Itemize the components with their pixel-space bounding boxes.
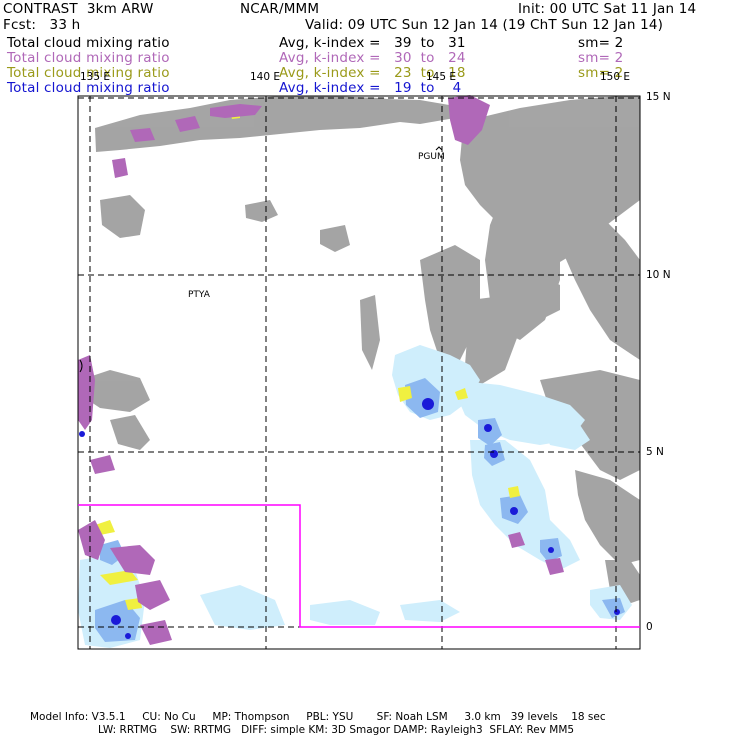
- model-info-line1: Model Info: V3.5.1 CU: No Cu MP: Thompso…: [30, 711, 606, 723]
- lon-label-135e: 135 E: [80, 71, 111, 83]
- island-outline: [79, 146, 443, 373]
- field-name-1: Total cloud mixing ratio: [7, 35, 170, 51]
- field-name-2: Total cloud mixing ratio: [7, 50, 170, 66]
- lat-label-5n: 5 N: [646, 446, 664, 458]
- forecast-hour: Fcst: 33 h: [3, 17, 81, 33]
- valid-time: Valid: 09 UTC Sun 12 Jan 14 (19 ChT Sun …: [305, 17, 664, 33]
- center-label: NCAR/MMM: [240, 1, 320, 17]
- lat-label-0: 0: [646, 621, 653, 633]
- lon-label-140e: 140 E: [250, 71, 281, 83]
- model-info-line2: LW: RRTMG SW: RRTMG DIFF: simple KM: 3D …: [98, 724, 575, 736]
- field-sm-1: sm= 2: [578, 35, 624, 51]
- station-ptya: PTYA: [188, 290, 210, 300]
- field-sm-3: sm= 2: [578, 65, 624, 81]
- field-range-1: Avg, k-index = 39 to 31: [279, 35, 466, 51]
- init-time: Init: 00 UTC Sat 11 Jan 14: [518, 1, 697, 17]
- yellow-cloud-layer: [95, 110, 520, 610]
- lon-label-150e: 150 E: [600, 71, 631, 83]
- field-range-3: Avg, k-index = 23 to 18: [279, 65, 466, 81]
- field-name-4: Total cloud mixing ratio: [7, 80, 170, 96]
- product-title: CONTRAST 3km ARW: [3, 1, 154, 17]
- nested-domain-box: [78, 504, 640, 628]
- gray-cloud-layer: [80, 96, 640, 605]
- station-pgum: PGUM: [418, 152, 445, 162]
- field-range-4: Avg, k-index = 19 to 4: [279, 80, 462, 96]
- field-name-3: Total cloud mixing ratio: [7, 65, 170, 81]
- purple-cloud-layer: [78, 95, 564, 645]
- field-sm-2: sm= 2: [578, 50, 624, 66]
- lon-label-145e: 145 E: [426, 71, 457, 83]
- map-frame: [77, 95, 641, 650]
- field-range-2: Avg, k-index = 30 to 24: [279, 50, 466, 66]
- lat-label-15n: 15 N: [646, 91, 671, 103]
- lat-label-10n: 10 N: [646, 269, 671, 281]
